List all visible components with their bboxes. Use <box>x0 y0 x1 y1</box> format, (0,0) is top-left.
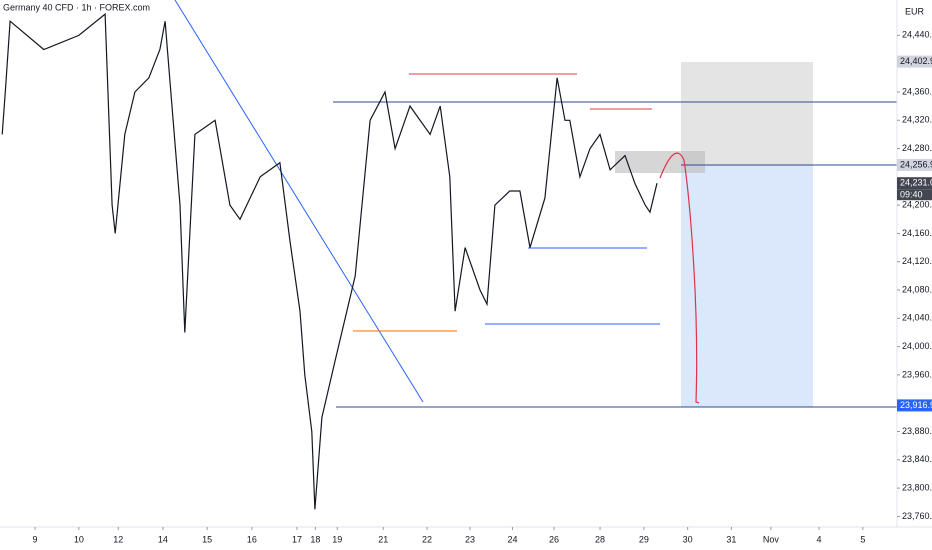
y-tick-label: 24,200.0 <box>902 200 932 210</box>
price-tag-label: 24,231.0 <box>900 178 932 188</box>
price-axis <box>897 0 932 550</box>
countdown: 09:40 <box>900 190 923 200</box>
x-tick-label: 9 <box>33 534 38 544</box>
y-tick-label: 24,360.0 <box>902 86 932 96</box>
x-tick-label: 28 <box>595 534 605 544</box>
y-tick-label: 24,280.0 <box>902 143 932 153</box>
x-tick-label: 17 <box>292 534 302 544</box>
chart-title: Germany 40 CFD · 1h · FOREX.com <box>3 2 150 12</box>
y-tick-label: 24,160.0 <box>902 228 932 238</box>
x-tick-label: Nov <box>763 534 780 544</box>
x-tick-label: 5 <box>860 534 865 544</box>
y-tick-label: 24,320.0 <box>902 115 932 125</box>
y-tick-label: 23,840.0 <box>902 454 932 464</box>
trend-line <box>174 0 424 403</box>
x-tick-label: 10 <box>74 534 84 544</box>
x-tick-label: 18 <box>310 534 320 544</box>
y-tick-label: 24,440.0 <box>902 30 932 40</box>
y-tick-label: 24,040.0 <box>902 313 932 323</box>
x-tick-label: 23 <box>465 534 475 544</box>
y-tick-label: 24,120.0 <box>902 256 932 266</box>
price-tag-label: 24,256.9 <box>900 159 932 169</box>
x-tick-label: 31 <box>726 534 736 544</box>
price-line <box>1 12 658 510</box>
price-tag <box>897 399 932 412</box>
price-tag-label: 23,916.9 <box>900 400 932 410</box>
x-tick-label: 4 <box>817 534 822 544</box>
y-tick-label: 23,800.0 <box>902 482 932 492</box>
countdown-tag <box>897 189 932 201</box>
price-tag-label: 24,402.9 <box>900 56 932 66</box>
target-zone <box>681 165 813 407</box>
x-tick-label: 21 <box>378 534 388 544</box>
y-tick-label: 23,960.0 <box>902 369 932 379</box>
x-tick-label: 26 <box>549 534 559 544</box>
y-tick-label: 24,080.0 <box>902 284 932 294</box>
y-tick-label: 24,000.0 <box>902 341 932 351</box>
stop-zone <box>681 62 813 165</box>
price-tag <box>897 177 932 190</box>
x-tick-label: 15 <box>202 534 212 544</box>
x-tick-label: 12 <box>113 534 123 544</box>
price-tag <box>897 55 932 68</box>
x-tick-label: 24 <box>507 534 517 544</box>
x-tick-label: 14 <box>158 534 168 544</box>
currency: EUR <box>905 6 925 16</box>
x-tick-label: 29 <box>639 534 649 544</box>
y-tick-label: 23,760.0 <box>902 511 932 521</box>
x-tick-label: 19 <box>332 534 342 544</box>
x-tick-label: 22 <box>422 534 432 544</box>
x-tick-label: 16 <box>247 534 257 544</box>
supply-box <box>615 151 705 173</box>
price-tag <box>897 158 932 171</box>
y-tick-label: 23,880.0 <box>902 426 932 436</box>
x-tick-label: 30 <box>683 534 693 544</box>
projection-path <box>659 152 700 404</box>
